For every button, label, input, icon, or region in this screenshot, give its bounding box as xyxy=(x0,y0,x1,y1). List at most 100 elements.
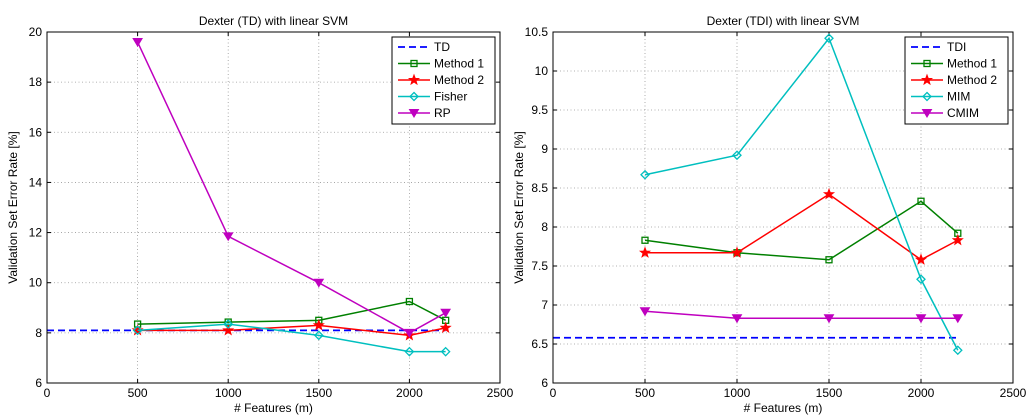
data-point xyxy=(223,319,234,330)
data-point xyxy=(730,246,744,258)
data-point xyxy=(313,330,324,341)
data-point xyxy=(915,314,927,324)
data-point xyxy=(822,187,836,200)
legend-marker xyxy=(923,59,931,68)
series-line xyxy=(644,36,959,351)
data-point xyxy=(439,321,452,333)
series-rp xyxy=(132,38,452,338)
legend-entry: Method 2 xyxy=(911,73,997,87)
data-point xyxy=(312,318,325,331)
y-tick-label: 20 xyxy=(29,25,43,39)
x-tick-label: 0 xyxy=(550,386,557,400)
y-tick-label: 7 xyxy=(541,298,548,312)
x-tick-label: 500 xyxy=(635,386,655,400)
y-tick-label: 18 xyxy=(29,75,43,89)
x-tick-label: 1000 xyxy=(724,386,751,400)
legend-entry: CMIM xyxy=(911,106,979,120)
data-point xyxy=(732,150,742,161)
legend: TDI Method 1 Method 2 MIM CMIM xyxy=(904,36,1009,125)
x-tick-label: 2000 xyxy=(908,386,935,400)
y-tick-label: 8 xyxy=(35,326,42,340)
legend-label: Method 1 xyxy=(947,57,997,71)
data-point xyxy=(222,323,235,336)
data-point xyxy=(132,325,143,336)
legend-label: MIM xyxy=(947,90,970,104)
series-line xyxy=(137,323,446,353)
y-axis-label: Validation Set Error Rate [%] xyxy=(512,131,526,284)
x-tick-label: 1500 xyxy=(305,386,332,400)
legend-marker xyxy=(409,91,419,102)
data-point xyxy=(952,314,964,324)
series-fisher xyxy=(132,319,451,357)
legend-label: Fisher xyxy=(434,90,467,104)
series-cmim xyxy=(639,307,964,324)
data-point xyxy=(641,236,649,244)
legend-marker xyxy=(407,73,421,86)
y-tick-label: 8 xyxy=(541,220,548,234)
axes-frame xyxy=(552,31,1014,384)
data-point xyxy=(824,33,834,44)
data-point xyxy=(440,308,452,318)
data-point xyxy=(917,197,925,205)
legend-entry: MIM xyxy=(911,90,970,104)
x-tick-label: 1000 xyxy=(215,386,242,400)
series-line xyxy=(644,200,959,261)
data-point xyxy=(405,297,414,306)
y-tick-label: 8.5 xyxy=(531,181,548,195)
x-tick-label: 1500 xyxy=(816,386,843,400)
y-axis-label: Validation Set Error Rate [%] xyxy=(6,131,20,284)
y-tick-label: 6 xyxy=(541,376,548,390)
y-tick-label: 10 xyxy=(29,276,43,290)
data-point xyxy=(404,346,415,357)
y-tick-label: 14 xyxy=(29,175,43,189)
legend-entry: TDI xyxy=(911,40,966,54)
legend: TD Method 1 Method 2 Fisher RP xyxy=(391,36,496,125)
legend-label: Method 2 xyxy=(947,73,997,87)
y-tick-label: 10.5 xyxy=(525,25,549,39)
legend-entry: Method 1 xyxy=(398,57,484,71)
chart-panel-td: 0 500 1000 1500 2000 2500 6 8 10 12 14 16 18 20 Dexter… xyxy=(6,14,514,415)
y-tick-label: 9.5 xyxy=(531,103,548,117)
x-tick-label: 0 xyxy=(44,386,51,400)
y-tick-label: 16 xyxy=(29,125,43,139)
data-point xyxy=(731,314,743,324)
legend-marker xyxy=(920,73,934,86)
data-point xyxy=(639,307,651,317)
legend-marker xyxy=(408,109,420,118)
x-tick-label: 500 xyxy=(128,386,148,400)
legend-marker xyxy=(410,59,418,68)
chart-title: Dexter (TD) with linear SVM xyxy=(199,14,348,28)
x-axis-label: # Features (m) xyxy=(744,401,823,415)
legend-label: Method 2 xyxy=(434,73,484,87)
legend-label: Method 1 xyxy=(434,57,484,71)
x-tick-label: 2500 xyxy=(1000,386,1027,400)
data-point xyxy=(914,253,928,265)
legend-label: TDI xyxy=(947,40,966,54)
legend-label: CMIM xyxy=(947,106,979,120)
data-point xyxy=(916,274,926,285)
axes-frame xyxy=(46,31,501,384)
data-point xyxy=(640,169,650,180)
data-point xyxy=(404,328,415,338)
y-tick-label: 10 xyxy=(535,64,549,78)
y-tick-label: 12 xyxy=(29,226,43,240)
y-tick-label: 6 xyxy=(35,376,42,390)
legend-label: TD xyxy=(434,40,450,54)
legend-label: RP xyxy=(434,106,451,120)
data-point xyxy=(638,246,652,258)
legend-entry: TD xyxy=(398,40,450,54)
x-tick-label: 2000 xyxy=(396,386,423,400)
legend-marker xyxy=(921,109,933,118)
y-tick-label: 7.5 xyxy=(531,259,548,273)
chart-panel-tdi: 0 500 1000 1500 2000 2500 6 6.5 7 7.5 8 8.5 9 9.5 10 10… xyxy=(512,14,1027,415)
data-point xyxy=(951,233,964,246)
series-mim xyxy=(640,33,963,356)
series-method-1 xyxy=(641,197,962,264)
data-point xyxy=(825,256,833,264)
legend-entry: Method 2 xyxy=(398,73,484,87)
chart-title: Dexter (TDI) with linear SVM xyxy=(707,14,860,28)
x-tick-label: 2500 xyxy=(487,386,514,400)
legend-entry: RP xyxy=(398,106,451,120)
y-tick-label: 6.5 xyxy=(531,337,548,351)
